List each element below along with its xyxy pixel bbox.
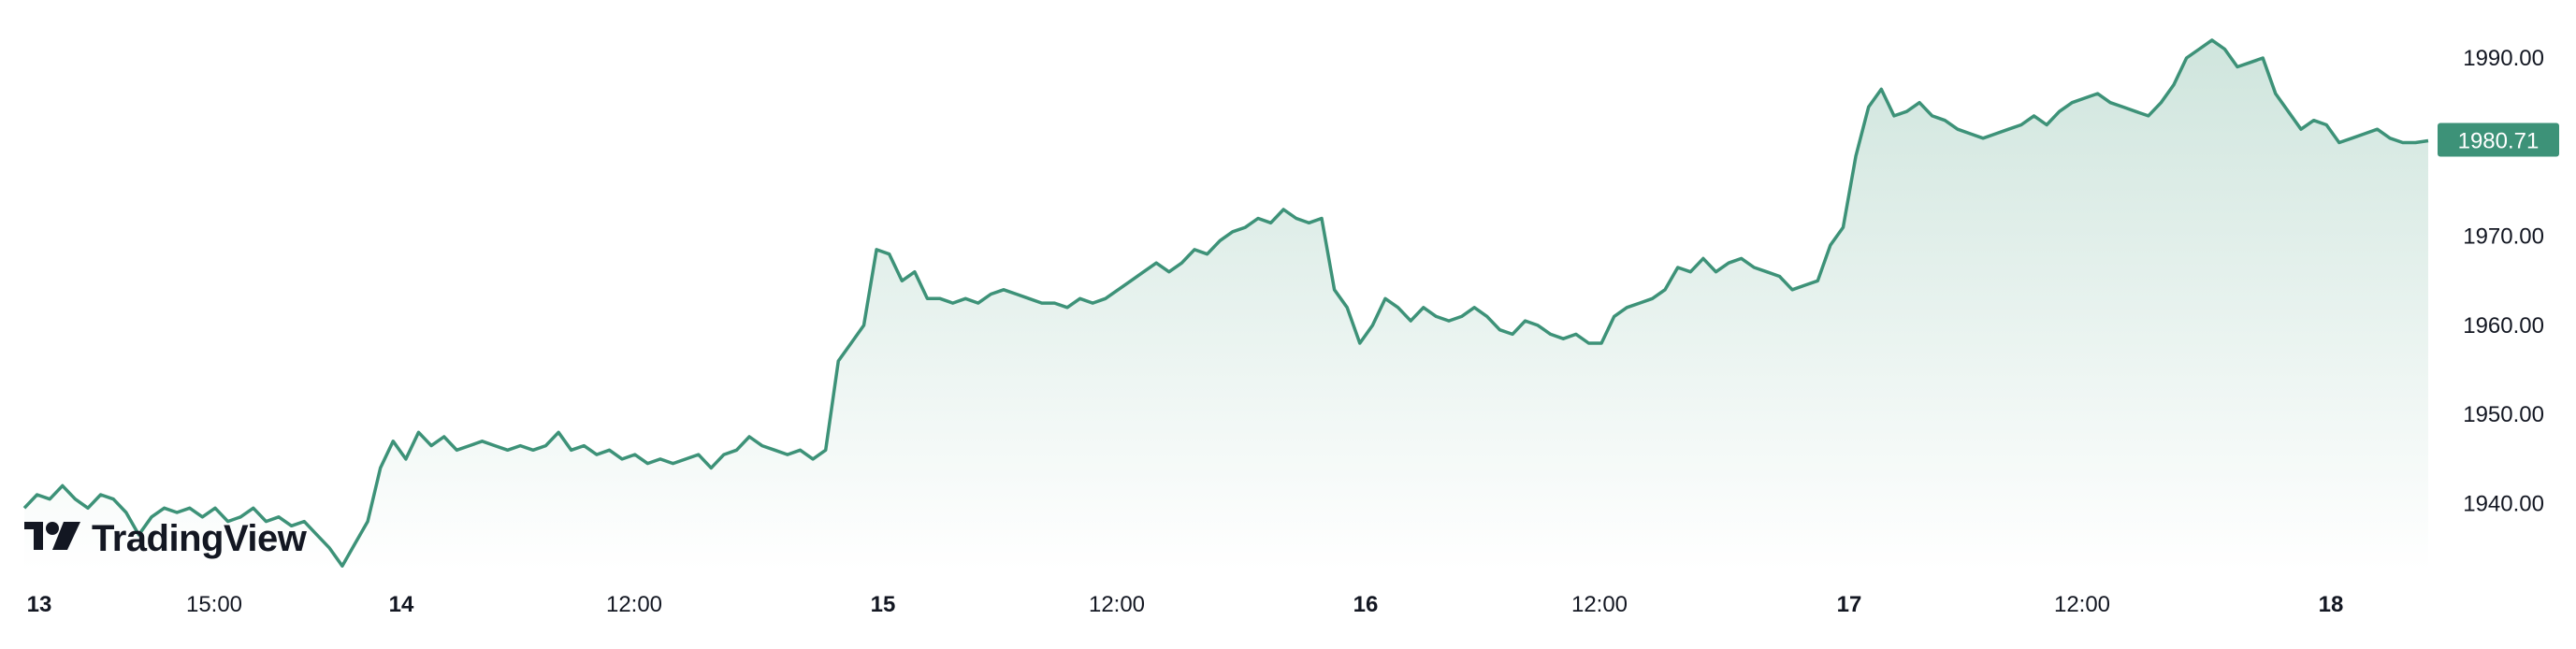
price-line [22,38,2429,568]
price-axis[interactable]: 1940.001950.001960.001970.001980.001990.… [2463,46,2544,517]
time-axis[interactable]: 13 15:00 14 12:00 15 12:00 16 12:00 17 12:00 18 [27,592,2344,617]
last-price-text: 1980.71 [2458,129,2540,154]
time-tick-label: 12:00 [606,592,662,617]
time-tick-label: 15:00 [186,592,242,617]
time-tick-label: 16 [1353,592,1379,617]
price-area-fill [24,39,2428,570]
price-tick-label: 1940.00 [2463,492,2544,517]
time-tick-label: 15 [871,592,896,617]
tradingview-watermark[interactable]: TradingView [24,518,308,559]
time-tick-label: 13 [27,592,52,617]
time-tick-label: 12:00 [1571,592,1628,617]
last-price-badge [2438,123,2559,157]
price-tick-label: 1950.00 [2463,402,2544,427]
time-tick-label: 14 [389,592,414,617]
time-tick-label: 12:00 [1089,592,1145,617]
price-tick-label: 1960.00 [2463,313,2544,339]
price-area [24,39,2428,570]
tradingview-logo-icon [24,522,80,550]
last-price-label: 1980.71 [2438,123,2559,157]
price-line-layer [22,38,2429,568]
time-tick-label: 18 [2319,592,2344,617]
time-tick-label: 17 [1837,592,1862,617]
time-tick-label: 12:00 [2054,592,2110,617]
price-tick-label: 1970.00 [2463,224,2544,250]
watermark-text: TradingView [92,518,308,559]
price-tick-label: 1990.00 [2463,46,2544,71]
